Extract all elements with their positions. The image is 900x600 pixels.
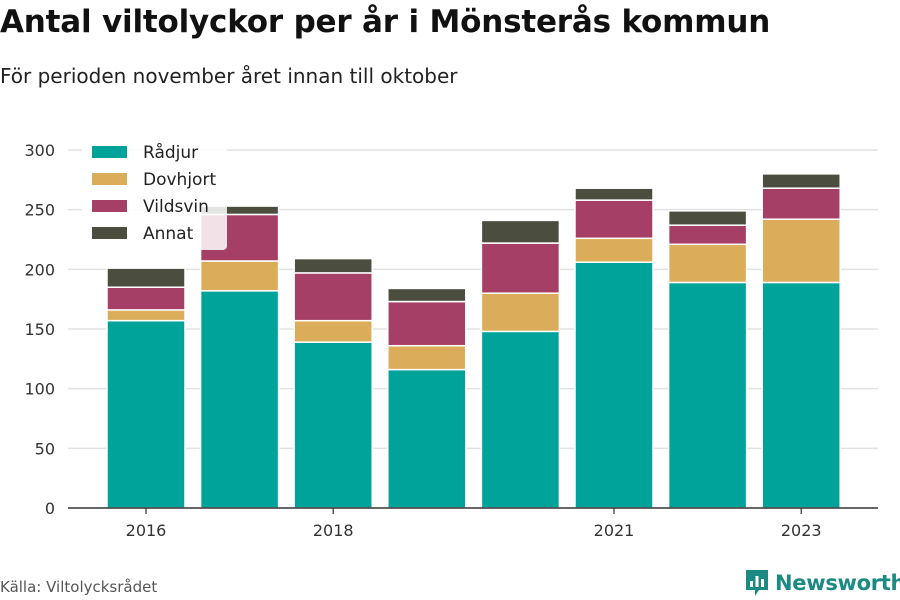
bar-segment-dovhjort-2020 bbox=[480, 292, 561, 333]
y-tick-label: 50 bbox=[35, 439, 55, 458]
bars bbox=[106, 173, 841, 509]
bar-segment-vildsvin-2020 bbox=[480, 242, 561, 294]
x-axis-ticks: 2016 2018 2021 2023 bbox=[126, 508, 822, 540]
bar-segment-annat-2020 bbox=[480, 219, 561, 244]
bar-segment-dovhjort-2019 bbox=[387, 344, 467, 371]
legend-swatch-vildsvin bbox=[92, 200, 127, 212]
legend-swatch-rådjur bbox=[92, 146, 127, 158]
bar-segment-rådjur-2017 bbox=[199, 290, 280, 509]
bar-segment-dovhjort-2022 bbox=[667, 243, 748, 284]
x-tick-label: 2016 bbox=[126, 521, 167, 540]
bar-segment-rådjur-2023 bbox=[761, 281, 841, 509]
x-tick-label: 2023 bbox=[781, 521, 822, 540]
bar-segment-annat-2021 bbox=[574, 187, 654, 201]
brand-name: Newsworthy bbox=[775, 571, 900, 595]
bar-segment-vildsvin-2023 bbox=[761, 187, 841, 220]
legend-background bbox=[82, 139, 227, 250]
source-note: Källa: Viltolycksrådet bbox=[0, 578, 158, 596]
legend: Rådjur Dovhjort Vildsvin Annat bbox=[82, 139, 227, 250]
legend-swatch-dovhjort bbox=[92, 173, 127, 185]
bar-segment-rådjur-2018 bbox=[293, 341, 373, 509]
bar-segment-rådjur-2016 bbox=[106, 319, 186, 509]
bar-segment-dovhjort-2016 bbox=[106, 309, 186, 322]
chart-subtitle: För perioden november året innan till ok… bbox=[0, 64, 458, 88]
y-tick-label: 150 bbox=[24, 320, 55, 339]
bar-segment-vildsvin-2016 bbox=[106, 286, 186, 311]
y-tick-label: 0 bbox=[45, 499, 55, 518]
y-axis-ticks: 0 50 100 150 200 250 300 bbox=[24, 141, 55, 518]
bar-segment-annat-2019 bbox=[387, 287, 467, 303]
bar-segment-vildsvin-2018 bbox=[293, 272, 373, 322]
y-tick-label: 100 bbox=[24, 380, 55, 399]
legend-label: Vildsvin bbox=[143, 197, 209, 217]
y-tick-label: 250 bbox=[24, 201, 55, 220]
legend-swatch-annat bbox=[92, 227, 127, 239]
bar-segment-annat-2018 bbox=[293, 257, 373, 274]
legend-label: Rådjur bbox=[143, 142, 198, 163]
y-tick-label: 200 bbox=[24, 260, 55, 279]
bar-segment-annat-2016 bbox=[106, 267, 186, 288]
x-tick-label: 2018 bbox=[313, 521, 354, 540]
bar-segment-dovhjort-2017 bbox=[199, 260, 280, 292]
bar-segment-rådjur-2022 bbox=[667, 281, 748, 509]
y-tick-label: 300 bbox=[24, 141, 55, 160]
bar-segment-rådjur-2020 bbox=[480, 330, 561, 509]
newsworthy-logo-icon bbox=[746, 570, 768, 596]
bar-segment-rådjur-2021 bbox=[574, 261, 654, 509]
stacked-bar-chart: 0 50 100 150 200 250 300 2016 2018 2021 2023 Rådj… bbox=[24, 139, 878, 540]
chart-title: Antal viltolyckor per år i Mönsterås kom… bbox=[0, 4, 771, 40]
bar-segment-dovhjort-2018 bbox=[293, 319, 373, 343]
bar-segment-annat-2022 bbox=[667, 210, 748, 226]
bar-segment-annat-2023 bbox=[761, 173, 841, 189]
x-tick-label: 2021 bbox=[594, 521, 635, 540]
bar-segment-dovhjort-2023 bbox=[761, 218, 841, 284]
bar-segment-vildsvin-2021 bbox=[574, 199, 654, 240]
bar-segment-vildsvin-2022 bbox=[667, 224, 748, 246]
bar-segment-vildsvin-2019 bbox=[387, 300, 467, 347]
bar-segment-dovhjort-2021 bbox=[574, 237, 654, 263]
legend-label: Annat bbox=[143, 224, 194, 244]
bar-segment-rådjur-2019 bbox=[387, 368, 467, 509]
legend-label: Dovhjort bbox=[143, 170, 216, 190]
brand-logo: Newsworthy bbox=[744, 568, 900, 598]
